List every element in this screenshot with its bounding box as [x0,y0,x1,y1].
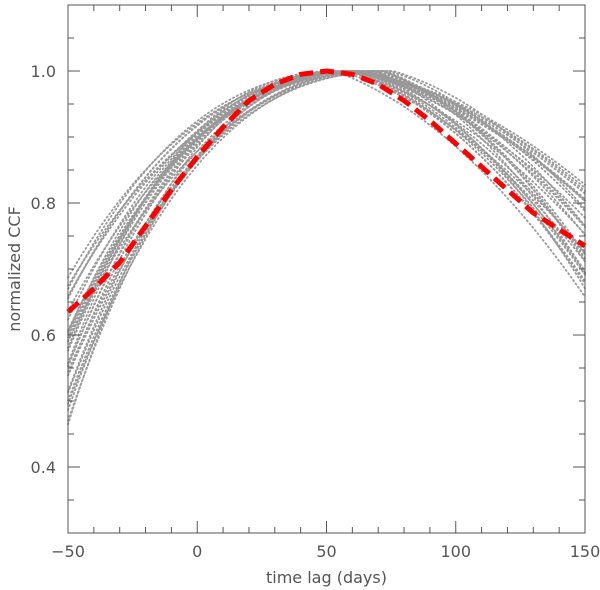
ccf-realization-line [67,70,586,373]
ccf-realization-line [67,70,586,422]
x-axis-label: time lag (days) [266,568,387,587]
ccf-realizations [67,70,586,426]
y-tick-label: 0.6 [31,326,56,345]
x-tick-label: 100 [440,542,471,561]
y-tick-label: 0.8 [31,194,56,213]
ccf-realization-line [67,70,586,297]
ccf-realization-line [67,70,586,339]
ccf-realization-line [67,70,586,343]
axis-ticks [67,4,586,534]
ccf-realization-line [67,70,586,332]
ccf-realization-line [67,70,586,312]
y-tick-label: 0.4 [31,458,56,477]
ccf-realization-line [67,70,586,405]
y-tick-labels: 0.4 0.6 0.8 1.0 [31,62,56,477]
y-axis-label: normalized CCF [5,206,24,332]
ccf-realization-line [67,70,586,342]
ccf-realization-line [67,70,586,393]
x-tick-labels: −50 0 50 100 150 [51,542,600,561]
plot-frame [67,4,586,534]
x-tick-label: 150 [570,542,600,561]
x-tick-label: −50 [51,542,85,561]
ccf-realization-line [67,70,586,352]
ccf-realization-line [67,70,586,368]
y-tick-label: 1.0 [31,62,56,81]
ccf-realization-line [67,70,586,321]
ccf-realization-line [67,70,586,349]
average-ccf-line [66,68,587,314]
x-tick-label: 0 [192,542,202,561]
ccf-realization-line [67,70,586,367]
ccf-realization-line [67,70,586,365]
ccf-realization-line [67,70,586,426]
x-tick-label: 50 [316,542,336,561]
